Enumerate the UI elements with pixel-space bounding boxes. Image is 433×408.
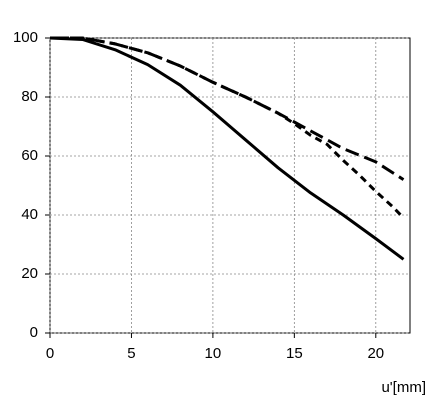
y-tick-label: 40: [21, 206, 38, 223]
x-tick-label: 15: [286, 345, 303, 362]
data-line: [49, 36, 405, 261]
data-line: [50, 36, 405, 181]
x-axis-label: u'[mm]: [381, 379, 426, 396]
data-line: [50, 36, 405, 219]
y-tick-label: 100: [13, 29, 38, 46]
x-tick-label: 20: [367, 345, 384, 362]
x-tick-label: 5: [127, 345, 135, 362]
y-tick-label: 60: [21, 147, 38, 164]
x-tick-label: 10: [205, 345, 222, 362]
x-tick-label: 0: [46, 345, 54, 362]
y-tick-label: 0: [30, 324, 38, 341]
y-tick-label: 80: [21, 88, 38, 105]
plot-frame: [49, 37, 411, 334]
y-tick-label: 20: [21, 265, 38, 282]
